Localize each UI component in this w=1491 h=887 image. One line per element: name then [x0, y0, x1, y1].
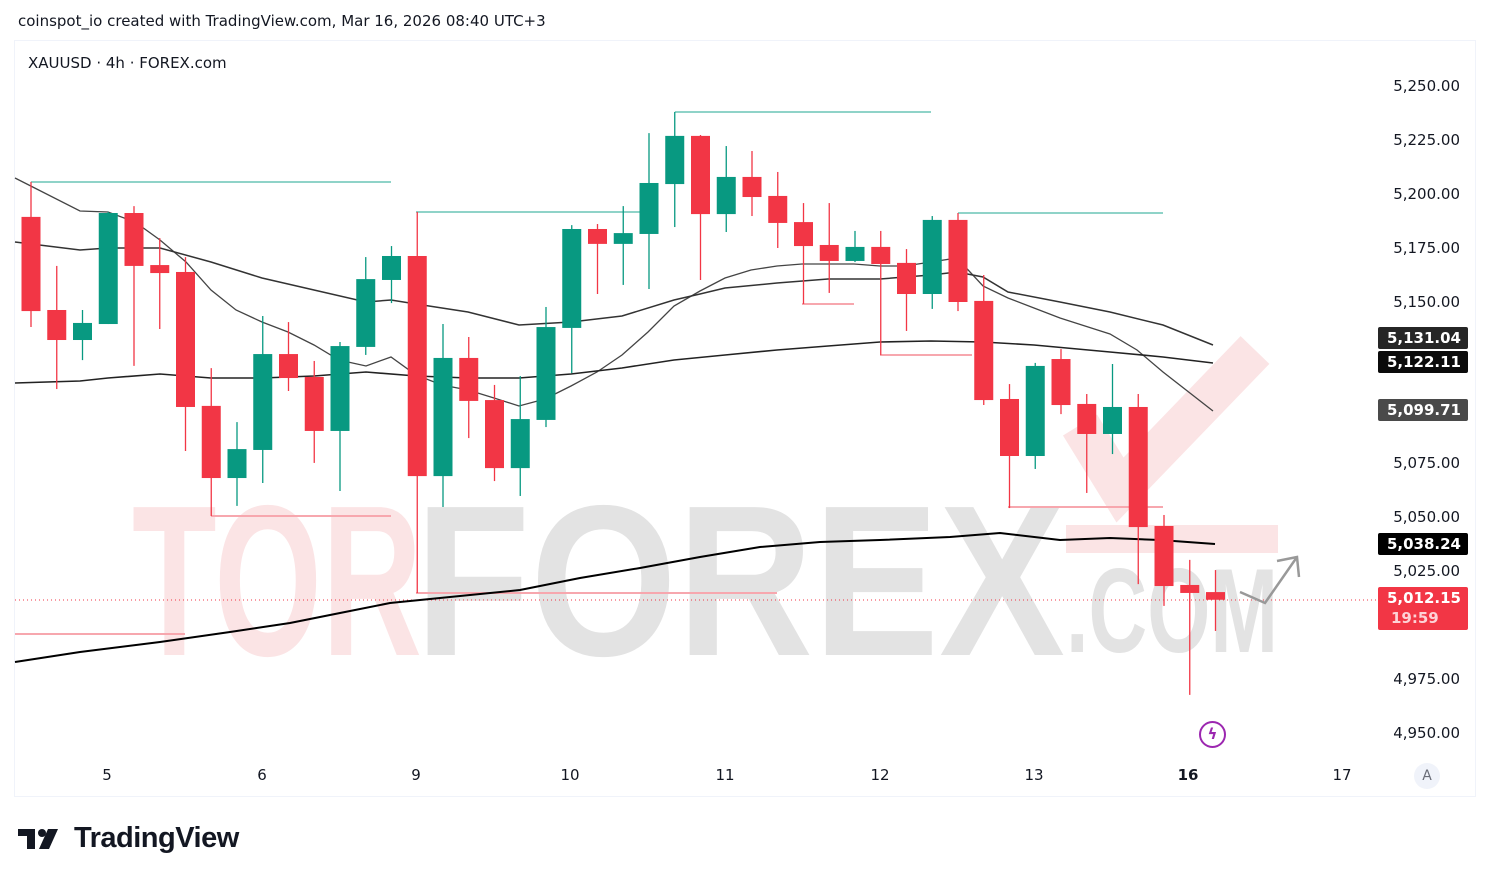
watermark-checkmark-icon [1062, 336, 1270, 523]
price-tick: 5,225.00 [1393, 131, 1460, 149]
candle-down[interactable] [176, 271, 195, 407]
time-tick: 6 [257, 766, 267, 784]
candle-down[interactable] [485, 400, 504, 469]
candle-up[interactable] [382, 255, 401, 280]
candle-down[interactable] [1180, 584, 1200, 593]
candle-down[interactable] [1051, 359, 1071, 406]
time-tick: 16 [1177, 766, 1199, 784]
candle-up[interactable] [433, 357, 453, 477]
candle-up[interactable] [1103, 406, 1122, 434]
candlestick-series[interactable] [21, 111, 1226, 695]
candle-up[interactable] [613, 233, 633, 244]
time-tick: 13 [1024, 766, 1044, 784]
candle-up[interactable] [253, 354, 273, 450]
tradingview-logo-icon [18, 828, 58, 849]
candle-down[interactable] [1000, 398, 1019, 457]
time-tick: 9 [411, 766, 421, 784]
price-tick: 5,250.00 [1393, 77, 1460, 95]
candle-down[interactable] [1128, 406, 1148, 528]
candle-down[interactable] [691, 135, 710, 215]
candle-down[interactable] [1154, 525, 1174, 587]
candle-up[interactable] [716, 176, 736, 215]
candle-down[interactable] [1077, 403, 1097, 434]
ma-medium-badge: 5,131.04 [1378, 327, 1468, 349]
candle-up[interactable] [665, 135, 685, 185]
auto-scale-button[interactable]: A [1414, 763, 1440, 789]
bar-countdown: 19:59 [1391, 609, 1439, 627]
tradingview-logo: TradingView [18, 822, 239, 855]
watermark-tor: TOR [132, 460, 422, 701]
candle-down[interactable] [974, 300, 994, 401]
time-tick: 5 [102, 766, 112, 784]
price-tick: 5,025.00 [1393, 562, 1460, 580]
candle-up[interactable] [73, 322, 92, 341]
price-tick: 4,950.00 [1393, 724, 1460, 742]
candle-up[interactable] [510, 419, 530, 469]
candle-up[interactable] [330, 346, 350, 431]
candle-up[interactable] [536, 327, 556, 420]
candle-up[interactable] [639, 182, 659, 234]
price-tick: 4,975.00 [1393, 670, 1460, 688]
candle-down[interactable] [279, 354, 298, 379]
ma-200-badge: 5,038.24 [1378, 533, 1468, 555]
symbol-title[interactable]: XAUUSD · 4h · FOREX.com [28, 54, 227, 72]
price-tick: 5,150.00 [1393, 293, 1460, 311]
candle-up[interactable] [845, 246, 865, 261]
candle-up[interactable] [1025, 365, 1045, 457]
candle-up[interactable] [98, 213, 118, 325]
ma-slow-badge: 5,122.11 [1378, 351, 1468, 373]
candle-down[interactable] [1206, 592, 1225, 600]
candle-down[interactable] [742, 176, 762, 198]
candle-down[interactable] [768, 195, 788, 223]
time-tick: 11 [715, 766, 735, 784]
ma-200-line[interactable] [14, 531, 1216, 663]
price-tick: 5,200.00 [1393, 185, 1460, 203]
candle-down[interactable] [459, 357, 479, 401]
event-lightning-icon[interactable]: ϟ [1199, 721, 1226, 748]
last-price-badge: 5,012.15 19:59 [1378, 587, 1468, 630]
candle-down[interactable] [304, 376, 324, 431]
time-tick: 12 [870, 766, 890, 784]
candle-down[interactable] [21, 216, 41, 312]
candle-up[interactable] [922, 219, 942, 295]
resistance-levels [31, 111, 1163, 214]
candle-down[interactable] [794, 222, 813, 247]
price-tick: 5,175.00 [1393, 239, 1460, 257]
projection-arrow-icon[interactable] [1239, 555, 1301, 605]
candle-up[interactable] [562, 228, 582, 328]
candle-down[interactable] [201, 405, 221, 479]
price-tick: 5,075.00 [1393, 454, 1460, 472]
watermark-forex: FOREX [415, 460, 1065, 701]
time-tick: 17 [1332, 766, 1352, 784]
candle-down[interactable] [819, 244, 839, 261]
ma-fast-line[interactable] [14, 177, 1214, 412]
candle-down[interactable] [124, 213, 144, 266]
price-tick: 5,050.00 [1393, 508, 1460, 526]
candle-down[interactable] [407, 255, 427, 477]
candle-up[interactable] [356, 279, 376, 347]
tradingview-logo-text: TradingView [74, 822, 239, 854]
watermark: TOR FOREX .COM [132, 336, 1278, 701]
candle-down[interactable] [948, 219, 968, 302]
candle-up[interactable] [227, 449, 247, 479]
candle-down[interactable] [47, 309, 67, 341]
ma-fast-badge: 5,099.71 [1378, 399, 1468, 421]
candle-down[interactable] [150, 265, 170, 274]
ma-medium-line[interactable] [14, 241, 1214, 346]
time-tick: 10 [560, 766, 580, 784]
candle-down[interactable] [871, 246, 891, 264]
candle-down[interactable] [897, 262, 916, 295]
attribution-text: coinspot_io created with TradingView.com… [18, 12, 546, 30]
last-price-value: 5,012.15 [1386, 589, 1461, 607]
candle-down[interactable] [588, 228, 607, 244]
